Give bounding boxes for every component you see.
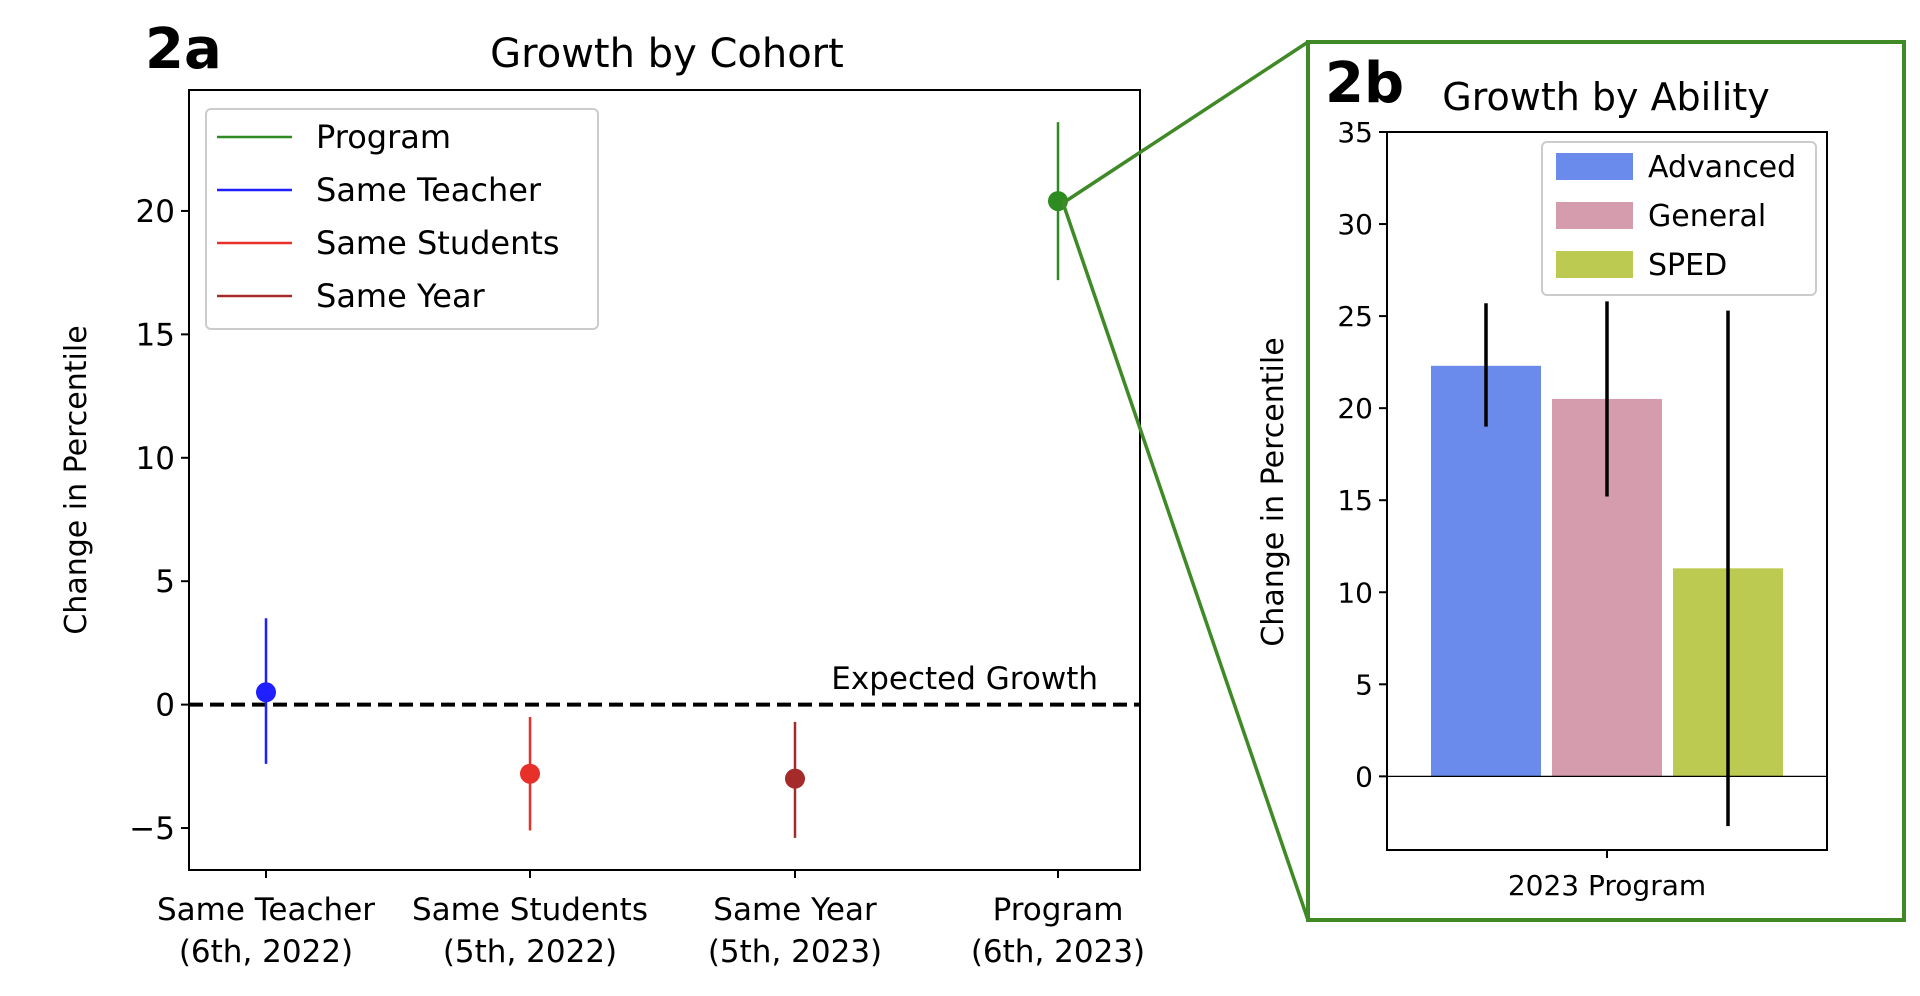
y-tick-label-b: 15 <box>1337 484 1373 517</box>
zoom-connector-top <box>1062 40 1309 205</box>
panel-label-b: 2b <box>1325 51 1404 116</box>
y-tick-label-a: 15 <box>136 317 175 353</box>
panel-label-a: 2a <box>145 17 222 82</box>
chart-b-title: Growth by Ability <box>1442 75 1770 119</box>
chart-a-legend: Program Same Teacher Same Students Same Yea… <box>205 108 599 330</box>
legend-swatch-b <box>1556 153 1633 180</box>
x-tick-label-a: Same Teacher <box>157 892 375 928</box>
chart-b-legend: Advanced General SPED <box>1541 141 1817 296</box>
legend-label-b: General <box>1648 199 1766 234</box>
y-tick-label-a: 10 <box>136 441 175 477</box>
data-point-a <box>785 768 805 789</box>
y-tick-label-b: 0 <box>1355 760 1373 793</box>
y-tick-label-a: −5 <box>129 811 175 847</box>
chart-a-ylabel: Change in Percentile <box>59 325 94 634</box>
y-tick-label-b: 25 <box>1337 300 1373 333</box>
legend-label-b: Advanced <box>1648 150 1796 185</box>
x-tick-label-a: Same Students <box>412 892 648 928</box>
y-tick-label-b: 5 <box>1355 668 1373 701</box>
legend-swatch-b <box>1556 251 1633 278</box>
y-tick-label-a: 20 <box>136 194 175 230</box>
zoom-connector <box>1061 40 1906 922</box>
chart-a-legend-items: Program Same Teacher Same Students Same Yea… <box>217 118 560 315</box>
chart-a-axes-frame <box>188 89 1141 871</box>
legend-swatch-b <box>1556 202 1633 229</box>
x-tick-label-a: (5th, 2023) <box>708 934 882 970</box>
x-tick-label-b: 2023 Program <box>1508 869 1706 902</box>
chart-b-ylabel: Change in Percentile <box>1256 337 1291 646</box>
data-point-a <box>256 682 276 703</box>
data-point-a <box>520 763 540 784</box>
legend-label-a: Same Teacher <box>316 171 542 209</box>
y-tick-label-a: 5 <box>155 564 175 600</box>
y-tick-label-a: 0 <box>155 688 175 724</box>
y-tick-label-b: 30 <box>1337 208 1373 241</box>
x-tick-label-a: (5th, 2022) <box>443 934 617 970</box>
legend-label-a: Same Students <box>316 224 560 262</box>
zoom-frame <box>1306 40 1906 922</box>
chart-b-plot-area: 0 5 10 15 20 25 30 35 2023 Program <box>1337 116 1827 902</box>
x-tick-label-a: (6th, 2022) <box>179 934 353 970</box>
chart-b-legend-items: Advanced General SPED <box>1556 150 1796 283</box>
chart-b-axes-frame <box>1386 131 1828 851</box>
y-tick-label-b: 20 <box>1337 392 1373 425</box>
reference-line-label: Expected Growth <box>831 661 1098 697</box>
x-tick-label-a: (6th, 2023) <box>971 934 1145 970</box>
chart-a-title: Growth by Cohort <box>490 31 844 77</box>
zoom-connector-bottom <box>1061 202 1310 921</box>
legend-label-a: Program <box>316 118 451 156</box>
bar-b <box>1431 365 1541 777</box>
y-tick-label-b: 35 <box>1337 116 1373 149</box>
legend-label-b: SPED <box>1648 248 1727 283</box>
x-tick-label-a: Same Year <box>713 892 877 928</box>
x-tick-label-a: Program <box>993 892 1124 928</box>
y-tick-label-b: 10 <box>1337 576 1373 609</box>
chart-a-plot-area: −5 0 5 10 15 20 Same Teacher (6th, 2022) Same St… <box>129 122 1145 970</box>
chart-a-legend-frame <box>205 108 599 330</box>
legend-label-a: Same Year <box>316 277 486 315</box>
